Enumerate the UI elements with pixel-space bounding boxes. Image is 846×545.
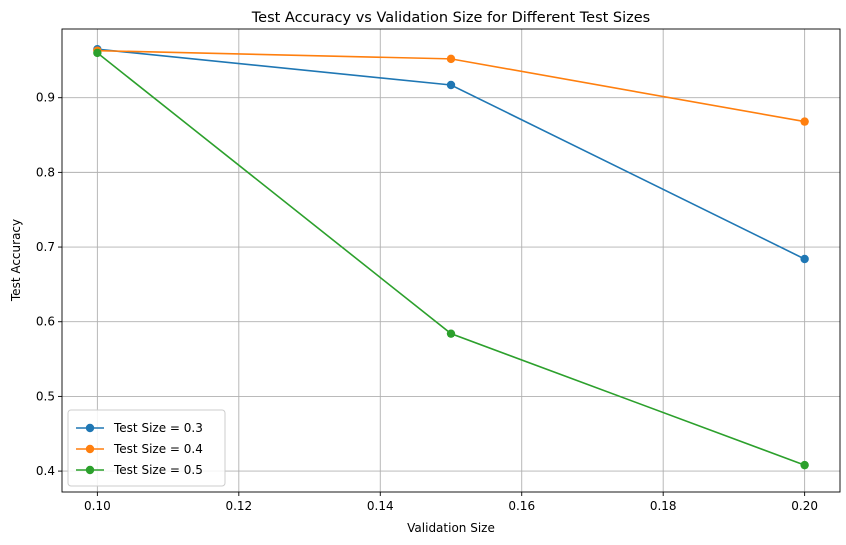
x-tick-label: 0.12 bbox=[225, 499, 252, 513]
data-point bbox=[446, 329, 456, 338]
y-tick-label: 0.5 bbox=[36, 389, 55, 403]
data-point bbox=[446, 54, 456, 64]
y-axis-ticks: 0.4 0.5 0.6 0.7 0.8 0.9 bbox=[36, 91, 62, 478]
legend-marker bbox=[85, 465, 95, 475]
y-tick-label: 0.6 bbox=[36, 315, 55, 329]
x-tick-label: 0.20 bbox=[791, 499, 818, 513]
x-axis-label: Validation Size bbox=[407, 521, 495, 535]
x-tick-label: 0.18 bbox=[650, 499, 677, 513]
x-axis-ticks: 0.10 0.12 0.14 0.16 0.18 0.20 bbox=[84, 492, 818, 513]
legend-box bbox=[67, 409, 226, 487]
legend-marker bbox=[85, 423, 95, 433]
legend-label: Test Size = 0.3 bbox=[113, 421, 203, 435]
series-line bbox=[96, 52, 805, 466]
series-line bbox=[97, 48, 805, 260]
y-tick-label: 0.4 bbox=[36, 464, 55, 478]
legend-marker bbox=[85, 444, 95, 454]
y-tick-label: 0.7 bbox=[36, 240, 55, 254]
legend-label: Test Size = 0.4 bbox=[113, 442, 203, 456]
y-axis-label: Test Accuracy bbox=[9, 219, 23, 302]
chart-title: Test Accuracy vs Validation Size for Dif… bbox=[251, 10, 650, 26]
x-tick-label: 0.16 bbox=[508, 499, 535, 513]
data-point bbox=[800, 117, 809, 126]
legend-label: Test Size = 0.5 bbox=[113, 463, 203, 477]
legend: Test Size = 0.3 Test Size = 0.4 Test Size … bbox=[67, 409, 226, 487]
series-lines bbox=[96, 48, 805, 466]
data-point bbox=[93, 48, 102, 58]
y-tick-label: 0.9 bbox=[36, 91, 55, 105]
y-tick-label: 0.8 bbox=[36, 165, 55, 179]
x-tick-label: 0.10 bbox=[84, 499, 111, 513]
data-point bbox=[446, 80, 456, 90]
x-tick-label: 0.14 bbox=[367, 499, 394, 513]
data-point bbox=[800, 254, 809, 264]
series-markers bbox=[93, 44, 809, 470]
data-point bbox=[800, 460, 809, 470]
plot-area-frame bbox=[61, 28, 841, 493]
